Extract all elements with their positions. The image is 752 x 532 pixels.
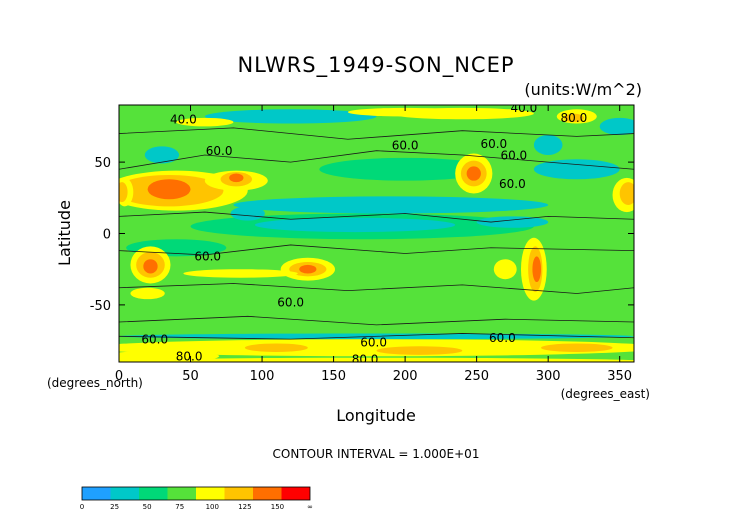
- contour-region: [244, 343, 308, 353]
- contour-value-label: 40.0: [170, 113, 197, 127]
- colorbar-label: 50: [143, 503, 152, 511]
- contour-region: [533, 159, 620, 180]
- contour-value-label: 80.0: [352, 352, 379, 366]
- colorbar-label: 150: [271, 503, 284, 511]
- contour-region: [119, 182, 128, 203]
- x-tick-label: 200: [393, 369, 418, 384]
- colorbar-swatch: [110, 487, 139, 500]
- contour-region: [599, 117, 634, 135]
- contour-region: [183, 269, 298, 278]
- contour-region: [230, 206, 265, 221]
- contour-region: [119, 339, 634, 357]
- contour-region: [130, 287, 165, 300]
- colorbar-swatch: [224, 487, 253, 500]
- contour-value-label: 60.0: [141, 332, 168, 346]
- colorbar-swatch: [196, 487, 225, 500]
- contour-value-label: 60.0: [392, 138, 419, 152]
- contour-region: [233, 196, 549, 214]
- contour-region: [493, 259, 517, 280]
- contour-region: [176, 117, 234, 127]
- chart-title: NLWRS_1949-SON_NCEP: [237, 53, 514, 78]
- contour-value-label: 40.0: [510, 101, 537, 115]
- contour-line: [119, 127, 634, 140]
- contour-value-label: 80.0: [176, 350, 203, 364]
- y-unit-label: (degrees_north): [47, 376, 143, 390]
- x-tick-label: 300: [536, 369, 561, 384]
- x-tick-label: 100: [250, 369, 275, 384]
- contour-value-label: 60.0: [360, 335, 387, 349]
- colorbar-swatch: [167, 487, 196, 500]
- x-tick-label: 150: [321, 369, 346, 384]
- contour-value-label: 80.0: [561, 111, 588, 125]
- contour-region: [563, 113, 584, 123]
- contour-region: [299, 264, 317, 274]
- units-label: (units:W/m^2): [524, 80, 642, 99]
- colorbar-frame: [81, 486, 311, 501]
- x-tick-label: 250: [464, 369, 489, 384]
- contour-line: [119, 333, 634, 340]
- contour-line: [119, 211, 634, 223]
- x-unit-label: (degrees_east): [561, 387, 650, 401]
- contour-value-label: 60.0: [499, 177, 526, 191]
- y-axis-label: Latitude: [55, 200, 74, 266]
- contour-line: [119, 315, 634, 326]
- x-tick-label: 50: [182, 369, 199, 384]
- contour-value-label: 60.0: [277, 295, 304, 309]
- contour-line: [119, 150, 634, 170]
- contour-value-label: 60.0: [480, 137, 507, 151]
- contour-region: [619, 182, 634, 205]
- contour-region: [254, 217, 456, 233]
- contour-value-label: 60.0: [489, 331, 516, 345]
- contour-region: [476, 216, 549, 228]
- contour-region: [466, 166, 481, 181]
- contour-value-label: 60.0: [206, 144, 233, 158]
- y-axis-ticks: -50 0 50: [90, 156, 634, 314]
- x-tick-label: 350: [607, 369, 632, 384]
- y-tick-label: -50: [90, 299, 111, 314]
- contour-region: [119, 357, 634, 362]
- colorbar-label: 125: [238, 503, 251, 511]
- colorbar-label: 25: [110, 503, 119, 511]
- contour-region: [229, 173, 244, 183]
- contour-region: [144, 146, 180, 164]
- contour-region: [532, 256, 542, 283]
- contour-region: [347, 107, 463, 117]
- colorbar-label: ∞: [307, 503, 313, 511]
- y-tick-label: 50: [94, 156, 111, 171]
- contour-region: [204, 109, 377, 124]
- contour-field: [119, 105, 634, 362]
- colorbar-label: 75: [175, 503, 184, 511]
- contour-region: [533, 134, 563, 155]
- x-tick-label: 0: [115, 369, 123, 384]
- colorbar: 0 25 50 75 100 125 150 ∞: [80, 486, 313, 511]
- y-tick-label: 0: [103, 228, 111, 243]
- contour-region: [376, 346, 463, 355]
- contour-value-label: 60.0: [194, 250, 221, 264]
- contour-interval-text: CONTOUR INTERVAL = 1.000E+01: [273, 447, 480, 461]
- contour-value-label: 60.0: [500, 148, 527, 162]
- colorbar-label: 100: [206, 503, 219, 511]
- colorbar-swatch: [82, 487, 111, 500]
- contour-line: [119, 244, 634, 256]
- x-axis-label: Longitude: [336, 406, 416, 425]
- contour-region: [319, 157, 491, 181]
- contour-region: [541, 343, 613, 353]
- contour-region: [143, 259, 158, 274]
- colorbar-swatch: [253, 487, 282, 500]
- colorbar-swatch: [281, 487, 310, 500]
- colorbar-label: 0: [80, 503, 84, 511]
- x-axis-ticks: 0 50 100 150 200 250 300 350: [115, 105, 632, 384]
- contour-line: [119, 283, 634, 294]
- contour-labels: 40.040.060.0 60.0 60.060.060.060.060.060.0…: [141, 101, 588, 366]
- colorbar-swatch: [139, 487, 168, 500]
- contour-region: [147, 179, 191, 200]
